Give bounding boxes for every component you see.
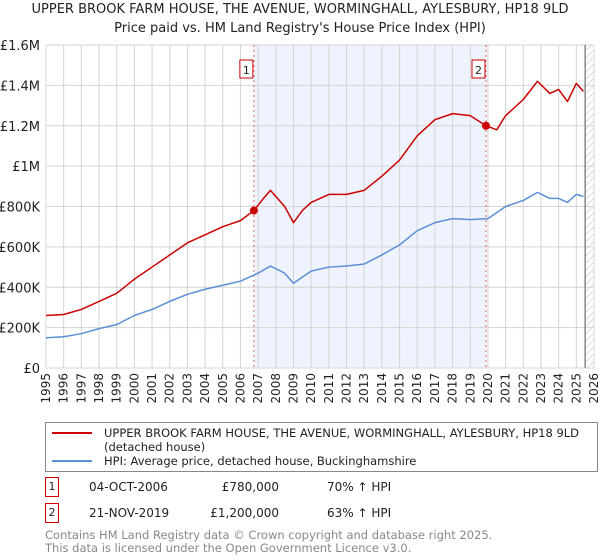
x-tick-label: 2013 [357, 373, 371, 404]
x-tick-label: 2022 [516, 373, 530, 404]
transaction-row: 1 04-OCT-2006 £780,000 70% ↑ HPI [45, 477, 391, 497]
x-tick-label: 1995 [39, 373, 53, 404]
sale-point [249, 206, 258, 215]
footer-line: Contains HM Land Registry data © Crown c… [45, 528, 493, 542]
x-tick-label: 1996 [57, 373, 71, 404]
sale-date: 04-OCT-2006 [89, 480, 168, 494]
x-tick-label: 2024 [552, 373, 566, 404]
chart-subtitle: Price paid vs. HM Land Registry's House … [114, 21, 486, 36]
y-tick-label: £1M [12, 160, 40, 175]
sale-badge: 2 [45, 503, 59, 523]
property-price-line [45, 80, 584, 317]
legend-swatch-red [52, 432, 92, 434]
transaction-row: 2 21-NOV-2019 £1,200,000 63% ↑ HPI [45, 503, 391, 523]
footer: Contains HM Land Registry data © Crown c… [45, 529, 492, 555]
x-tick-label: 2019 [463, 373, 477, 404]
x-tick-label: 2021 [499, 373, 513, 404]
y-tick-label: £800K [0, 201, 40, 216]
legend-label: HPI: Average price, detached house, Buck… [104, 454, 417, 468]
x-tick-label: 2004 [198, 373, 212, 404]
sale-hpi: 63% ↑ HPI [327, 506, 392, 520]
y-tick-label: £1.2M [0, 120, 40, 135]
x-tick-label: 2001 [145, 373, 159, 404]
x-tick-label: 2012 [340, 373, 354, 404]
y-tick-label: £0 [23, 362, 40, 377]
sale-marker-label: 2 [475, 64, 482, 77]
x-tick-label: 2006 [233, 373, 247, 404]
x-tick-label: 2002 [163, 373, 177, 404]
x-tick-label: 2010 [304, 373, 318, 404]
sale-badge: 1 [45, 477, 59, 497]
sale-point [481, 121, 490, 130]
y-tick-label: £1.4M [0, 79, 40, 94]
y-tick-label: £400K [0, 281, 40, 296]
sale-marker-badge [471, 59, 486, 79]
sale-marker-badge [239, 59, 254, 79]
x-tick-label: 2000 [127, 373, 141, 404]
x-tick-label: 2014 [375, 373, 389, 404]
sale-marker-label: 1 [243, 64, 250, 77]
x-tick-label: 1998 [92, 373, 106, 404]
legend-swatch-blue [52, 460, 92, 462]
x-tick-label: 2015 [393, 373, 407, 404]
x-tick-label: 2025 [569, 373, 583, 404]
sale-price: £1,200,000 [210, 506, 279, 520]
price-chart: 1995 1996 1997 1998 1999 2000 2001 2002 2003 2004… [0, 39, 600, 404]
legend-label: UPPER BROOK FARM HOUSE, THE AVENUE, WORM… [104, 426, 580, 454]
x-tick-label: 2008 [269, 373, 283, 404]
hpi-line [45, 191, 584, 339]
sale-date: 21-NOV-2019 [89, 506, 170, 520]
x-tick-label: 1997 [74, 373, 88, 404]
y-tick-label: £200K [0, 322, 40, 337]
legend: UPPER BROOK FARM HOUSE, THE AVENUE, WORM… [45, 422, 598, 472]
x-tick-label: 2011 [322, 373, 336, 404]
x-tick-label: 2007 [251, 373, 265, 404]
y-tick-label: £600K [0, 241, 40, 256]
x-tick-label: 2003 [180, 373, 194, 404]
sale-hpi: 70% ↑ HPI [327, 480, 392, 494]
x-tick-label: 2018 [446, 373, 460, 404]
sale-price: £780,000 [221, 480, 279, 494]
chart-title: UPPER BROOK FARM HOUSE, THE AVENUE, WORM… [31, 2, 569, 17]
x-tick-label: 2009 [286, 373, 300, 404]
y-tick-label: £1.6M [0, 39, 40, 54]
x-tick-label: 2023 [534, 373, 548, 404]
legend-item-property: UPPER BROOK FARM HOUSE, THE AVENUE, WORM… [52, 426, 591, 454]
footer-line: This data is licensed under the Open Gov… [45, 541, 412, 555]
x-tick-label: 1999 [110, 373, 124, 404]
x-tick-label: 2016 [410, 373, 424, 404]
x-tick-label: 2026 [587, 373, 600, 404]
x-tick-label: 2005 [216, 373, 230, 404]
x-tick-label: 2020 [481, 373, 495, 404]
legend-item-hpi: HPI: Average price, detached house, Buck… [52, 454, 591, 468]
x-tick-label: 2017 [428, 373, 442, 404]
